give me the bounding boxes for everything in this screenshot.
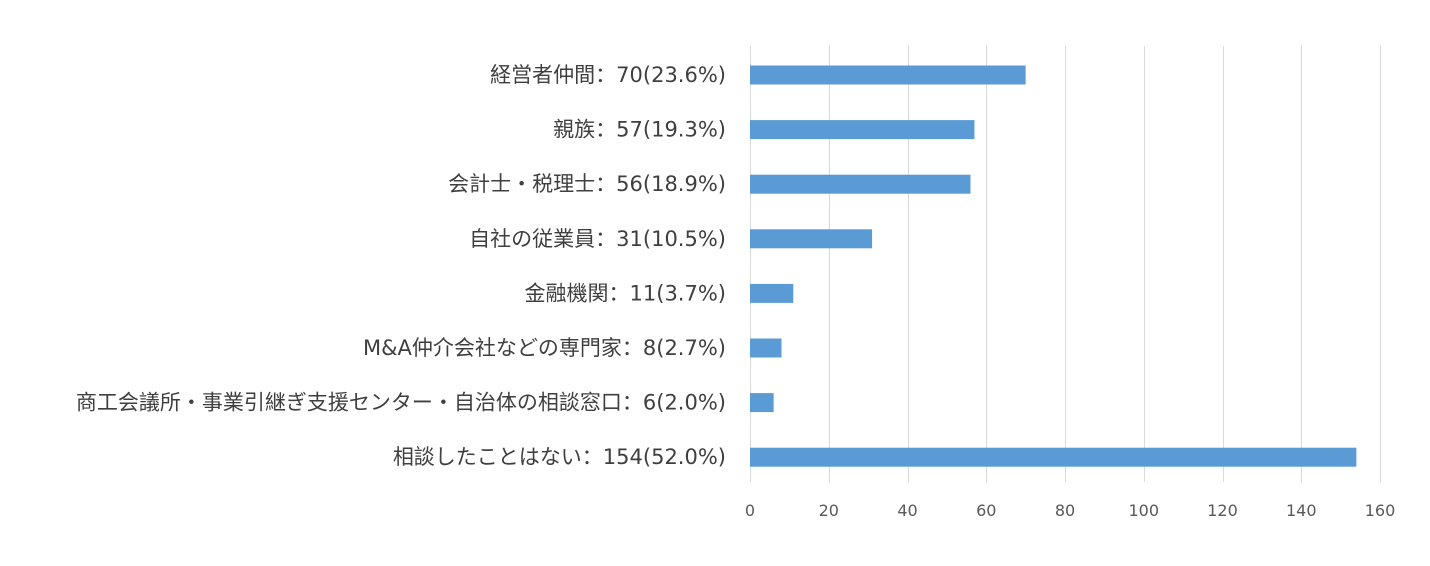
bar (750, 120, 975, 140)
x-tick-label: 0 (745, 501, 755, 520)
x-tick-label: 20 (819, 501, 839, 520)
x-tick-label: 40 (897, 501, 917, 520)
gridlines (750, 46, 1381, 482)
category-label: 会計士・税理士：56(18.9%) (448, 172, 726, 196)
category-labels: 経営者仲間：70(23.6%) 親族：57(19.3%) 会計士・税理士：56(18… (76, 63, 726, 469)
category-label: 経営者仲間：70(23.6%) (490, 63, 726, 87)
x-axis-tick-labels: 0 20 40 60 80 100 120 140 160 (745, 501, 1395, 520)
x-tick-label: 120 (1207, 501, 1238, 520)
bars (750, 65, 1357, 467)
bar (750, 283, 794, 303)
bar (750, 174, 971, 194)
category-label: 金融機関：11(3.7%) (525, 281, 726, 305)
bar (750, 338, 782, 358)
bar (750, 447, 1357, 467)
category-label: 親族：57(19.3%) (553, 118, 726, 142)
category-label: 自社の従業員：31(10.5%) (469, 227, 726, 251)
category-label: M&A仲介会社などの専門家：8(2.7%) (363, 336, 726, 360)
x-tick-label: 160 (1365, 501, 1396, 520)
bar (750, 65, 1026, 85)
x-tick-label: 100 (1128, 501, 1159, 520)
bar (750, 393, 774, 413)
category-label: 商工会議所・事業引継ぎ支援センター・自治体の相談窓口：6(2.0%) (76, 391, 726, 415)
x-tick-label: 80 (1055, 501, 1075, 520)
bar (750, 229, 873, 249)
x-tick-label: 140 (1286, 501, 1317, 520)
x-tick-label: 60 (976, 501, 996, 520)
category-label: 相談したことはない：154(52.0%) (393, 445, 726, 469)
